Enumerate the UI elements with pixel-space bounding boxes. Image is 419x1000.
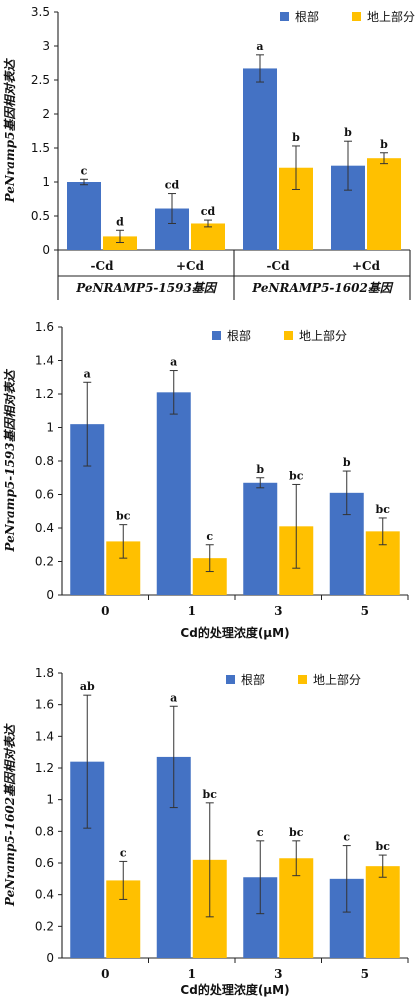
legend-label: 地上部分 [313,672,361,687]
significance-label: bc [376,840,391,853]
root-bar [67,182,101,250]
significance-label: b [380,138,388,151]
y-tick-label: 3.5 [31,5,50,19]
chart-3: 0 0.2 0.4 0.6 0.8 1 1.2 1.4 1.6 1.8 PeNramp5-1602基… [3,666,409,997]
significance-label: b [344,126,352,139]
y-axis-label: PeNramp5-1593基因相对表达 [3,368,17,552]
significance-label: b [256,463,264,476]
significance-label: b [292,131,300,144]
x-axis-label: Cd的处理浓度(μM) [180,625,289,640]
x-tick-label: 5 [361,967,369,981]
significance-label: a [256,40,263,53]
x-tick-label: 3 [274,604,282,618]
y-tick-label: 0 [46,951,54,965]
x-tick-label: -Cd [267,259,291,273]
y-tick-label: 1.6 [35,320,54,334]
legend-root-swatch [226,675,235,684]
legend-shoot-swatch [284,331,293,340]
y-tick-label: 2.5 [31,73,50,87]
root-bar [243,68,277,250]
y-axis-label: PeNramp5基因相对表达 [3,58,17,204]
significance-label: bc [376,503,391,516]
chart-1: 00.511.522.533.5PeNramp5基因相对表达-Cdcd+Cdcd… [3,5,415,300]
group-label: PeNRAMP5-1602基因 [251,281,394,295]
legend-shoot-swatch [352,12,361,21]
legend-label: 地上部分 [367,9,415,24]
significance-label: a [84,367,91,380]
significance-label: ab [80,680,95,693]
x-tick-label: +Cd [176,259,205,273]
x-tick-label: 0 [101,967,109,981]
significance-label: bc [289,826,304,839]
significance-label: d [116,215,124,228]
y-tick-label: 1 [46,421,54,435]
group-label: PeNRAMP5-1593基因 [75,281,218,295]
shoot-bar [367,158,401,250]
y-tick-label: 0.8 [35,454,54,468]
chart-2: 0 0.2 0.4 0.6 0.8 1 1.2 1.4 1.6 PeNramp5-1593基因相对… [3,320,409,640]
legend-label: 根部 [295,9,319,24]
y-axis-label: PeNramp5-1602基因相对表达 [3,723,17,907]
significance-label: cd [201,205,216,218]
significance-label: bc [116,510,131,523]
significance-label: bc [203,788,218,801]
y-tick-label: 0.5 [31,209,50,223]
significance-label: c [120,846,127,859]
shoot-bar [365,866,400,958]
significance-label: c [257,826,264,839]
y-tick-label: 1.4 [35,729,54,743]
y-tick-label: 0.2 [35,555,54,569]
y-tick-label: 1.8 [35,666,54,680]
legend-label: 根部 [241,672,265,687]
x-axis-label: Cd的处理浓度(μM) [180,982,289,997]
legend-shoot-swatch [298,675,307,684]
shoot-bar [191,223,225,250]
x-tick-label: 5 [361,604,369,618]
legend-root-swatch [212,331,221,340]
significance-label: c [206,530,213,543]
y-tick-label: 0.8 [35,824,54,838]
y-tick-label: 0 [46,588,54,602]
significance-label: cd [165,179,180,192]
x-tick-label: 3 [274,967,282,981]
y-tick-label: 0.2 [35,919,54,933]
significance-label: c [81,164,88,177]
significance-label: a [170,691,177,704]
y-tick-label: 1.5 [31,141,50,155]
y-tick-label: 0.6 [35,856,54,870]
x-tick-label: 1 [188,604,196,618]
y-tick-label: 3 [42,39,50,53]
x-tick-label: +Cd [352,259,381,273]
y-tick-label: 1 [42,175,50,189]
y-tick-label: 1.4 [35,354,54,368]
significance-label: bc [289,469,304,482]
y-tick-label: 0.6 [35,488,54,502]
y-tick-label: 2 [42,107,50,121]
legend-root-swatch [280,12,289,21]
legend-label: 地上部分 [299,328,347,343]
x-tick-label: -Cd [91,259,115,273]
significance-label: a [170,356,177,369]
significance-label: b [343,456,351,469]
x-tick-label: 0 [101,604,109,618]
y-tick-label: 0.4 [35,888,54,902]
significance-label: c [343,831,350,844]
y-tick-label: 0.4 [35,521,54,535]
y-tick-label: 1.2 [35,761,54,775]
y-tick-label: 1.2 [35,387,54,401]
x-tick-label: 1 [188,967,196,981]
y-tick-label: 0 [42,243,50,257]
legend-label: 根部 [227,328,251,343]
y-tick-label: 1 [46,793,54,807]
root-bar [156,392,191,595]
shoot-bar [103,236,137,250]
root-bar [243,482,278,595]
y-tick-label: 1.6 [35,698,54,712]
